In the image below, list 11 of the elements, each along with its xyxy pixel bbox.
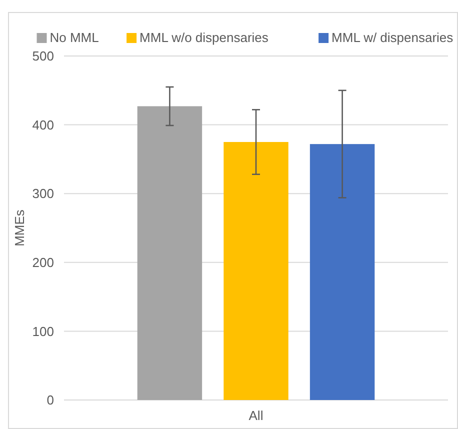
y-tick-label: 300 <box>32 186 54 202</box>
y-tick-label: 100 <box>32 324 54 339</box>
y-axis-title: MMEs <box>12 209 27 246</box>
y-tick-label: 400 <box>32 117 54 132</box>
y-tick-label: 0 <box>46 392 54 408</box>
y-tick-label: 200 <box>32 254 54 270</box>
x-tick-label: All <box>248 408 264 423</box>
y-tick-label: 500 <box>32 48 54 64</box>
legend-label: MML w/o dispensaries <box>140 30 269 45</box>
legend-label: No MML <box>50 30 99 45</box>
legend-label: MML w/ dispensaries <box>332 30 454 45</box>
